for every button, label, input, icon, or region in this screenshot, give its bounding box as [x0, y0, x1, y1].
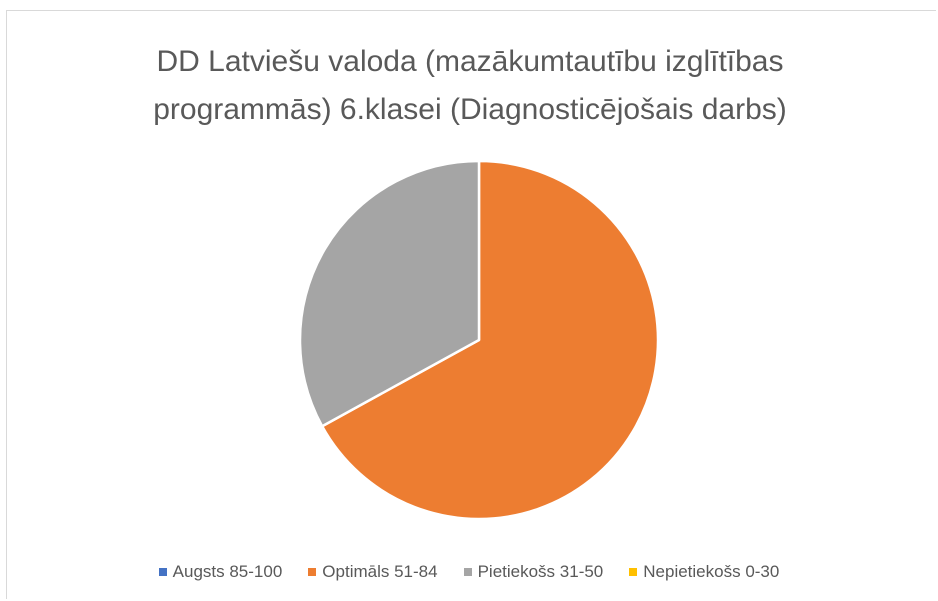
legend-item: Optimāls 51-84 — [308, 562, 438, 582]
legend-swatch — [463, 568, 472, 576]
legend: Augsts 85-100 Optimāls 51-84 Pietiekošs 31… — [0, 562, 938, 582]
legend-item: Augsts 85-100 — [158, 562, 283, 582]
chart-frame — [6, 10, 936, 599]
legend-swatch — [158, 568, 167, 576]
pie-slice — [298, 159, 481, 428]
legend-item: Pietiekošs 31-50 — [463, 562, 604, 582]
legend-label: Nepietiekošs 0-30 — [643, 562, 780, 581]
pie-slice — [320, 159, 660, 521]
chart-title: DD Latviešu valoda (mazākumtautību izglī… — [153, 45, 787, 126]
legend-swatch — [308, 568, 317, 576]
legend-label: Optimāls 51-84 — [322, 562, 438, 581]
legend-label: Augsts 85-100 — [172, 562, 283, 581]
legend-item: Nepietiekošs 0-30 — [629, 562, 779, 582]
legend-label: Pietiekošs 31-50 — [477, 562, 604, 581]
legend-swatch — [629, 568, 638, 576]
